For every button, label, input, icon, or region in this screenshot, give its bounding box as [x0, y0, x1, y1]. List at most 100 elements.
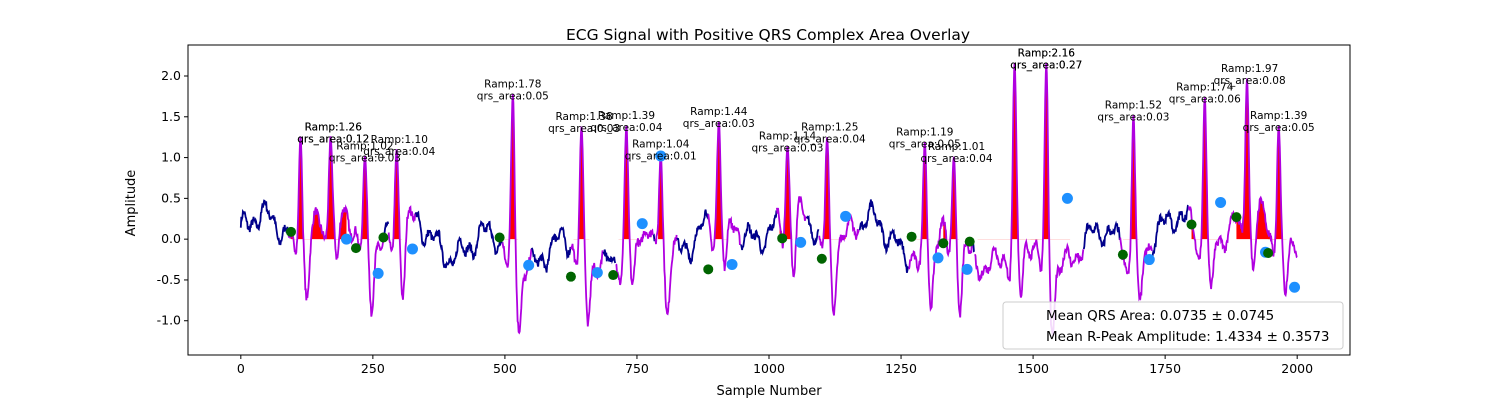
ecg-signal-line — [652, 233, 656, 242]
peak-annotation: Ramp:1.39 qrs_area:0.04 — [590, 110, 662, 134]
x-tick-label: 750 — [625, 361, 649, 376]
annotation-qrs-area: qrs_area:0.03 — [548, 123, 620, 135]
s-point-marker — [565, 271, 576, 282]
s-point-marker — [703, 264, 714, 275]
annotation-qrs-area: qrs_area:0.03 — [1097, 112, 1169, 124]
annotation-qrs-area: qrs_area:0.01 — [625, 151, 697, 163]
s-point-marker — [378, 232, 389, 243]
peak-annotation: Ramp:2.16 qrs_area:0.27 — [1010, 47, 1082, 71]
s-point-marker — [1231, 212, 1242, 223]
peak-annotation: Ramp:1.52 qrs_area:0.03 — [1097, 100, 1169, 124]
s-point-marker — [1117, 249, 1128, 260]
annotation-ramp: Ramp:2.16 — [1018, 47, 1076, 59]
x-tick-label: 1250 — [885, 361, 917, 376]
s-point-marker — [285, 226, 296, 237]
annotation-ramp: Ramp:1.02 — [336, 140, 393, 152]
qrs-segment-line — [501, 93, 533, 335]
ecg-signal-line — [383, 221, 390, 238]
peak-annotation: Ramp:1.25 qrs_area:0.04 — [794, 122, 866, 146]
annotation-ramp: Ramp:1.74 — [1176, 82, 1234, 94]
annotation-qrs-area: qrs_area:0.08 — [1214, 75, 1286, 87]
q-point-marker — [1143, 254, 1155, 266]
annotation-qrs-area: qrs_area:0.04 — [920, 153, 992, 165]
s-point-marker — [494, 232, 505, 243]
qrs-segment-line — [615, 125, 654, 286]
q-point-marker — [1215, 196, 1227, 208]
marker-layer — [285, 150, 1301, 293]
s-point-marker — [816, 253, 827, 264]
annotation-qrs-area: qrs_area:0.05 — [889, 138, 961, 150]
q-point-marker — [932, 252, 944, 264]
ecg-signal-line — [414, 210, 503, 269]
legend-box — [1002, 301, 1344, 350]
q-point-marker — [1289, 281, 1301, 293]
x-axis-label: Sample Number — [716, 384, 822, 399]
annotation-qrs-area: qrs_area:0.04 — [590, 122, 662, 134]
annotation-ramp: Ramp:1.26 — [305, 122, 363, 134]
qrs-segment-line — [654, 154, 678, 316]
qrs-segment-line — [1119, 115, 1153, 302]
annotation-qrs-area: qrs_area:0.12 — [297, 134, 369, 146]
peak-annotation: Ramp:1.14 qrs_area:0.03 — [751, 131, 823, 155]
annotation-ramp: Ramp:1.78 — [484, 78, 541, 90]
annotation-qrs-area: qrs_area:0.05 — [477, 90, 549, 102]
x-tick-label: 2000 — [1281, 361, 1313, 376]
q-point-marker — [655, 150, 667, 162]
annotation-qrs-area: qrs_area:0.03 — [683, 118, 755, 130]
ecg-signal-line — [602, 249, 617, 265]
annotation-qrs-area: qrs_area:0.04 — [363, 146, 435, 158]
y-tick-label: 2.0 — [161, 68, 181, 83]
annotation-qrs-area: qrs_area:0.03 — [329, 152, 401, 164]
annotation-ramp: Ramp:1.14 — [759, 131, 817, 143]
y-tick-label: -1.0 — [157, 313, 181, 328]
legend-entry-mean-qrs-area: Mean QRS Area: 0.0735 ± 0.0745 — [1046, 308, 1274, 324]
chart-title: ECG Signal with Positive QRS Complex Are… — [566, 26, 970, 44]
annotation-ramp: Ramp:1.01 — [928, 141, 985, 153]
peak-annotation: Ramp:1.02 qrs_area:0.03 — [329, 140, 401, 164]
peak-annotation: Ramp:1.44 qrs_area:0.03 — [683, 106, 755, 130]
ecg-signal-line — [805, 214, 820, 246]
y-tick-label: 1.0 — [161, 150, 181, 165]
annotation-qrs-area: qrs_area:0.05 — [1243, 122, 1315, 134]
peak-annotation: Ramp:1.26 qrs_area:0.12 — [297, 122, 369, 146]
q-point-marker — [340, 233, 352, 245]
annotation-qrs-area: qrs_area:0.27 — [1010, 59, 1082, 71]
qrs-area — [573, 126, 590, 240]
ecg-signal-line — [740, 210, 778, 257]
annotation-ramp: Ramp:1.10 — [371, 134, 428, 146]
q-point-marker — [726, 258, 738, 270]
qrs-segment-line — [818, 137, 860, 316]
q-point-marker — [795, 236, 807, 248]
annotation-ramp: Ramp:1.39 — [1250, 110, 1307, 122]
annotation-qrs-area: qrs_area:0.06 — [1169, 94, 1241, 106]
q-point-marker — [406, 243, 418, 255]
q-point-marker — [840, 210, 852, 222]
annotation-ramp: Ramp:1.97 — [1221, 63, 1278, 75]
peak-annotation: Ramp:1.01 qrs_area:0.04 — [920, 141, 992, 165]
y-axis: -1.0 -0.5 0.0 0.5 1.0 1.5 2.0 — [157, 68, 188, 328]
x-tick-label: 250 — [361, 361, 385, 376]
y-tick-label: 0.0 — [161, 231, 181, 246]
peak-annotation: Ramp:2.16 qrs_area:0.27 — [1010, 47, 1082, 71]
ecg-signal-line — [239, 199, 289, 246]
annotation-qrs-area: qrs_area:0.27 — [1010, 59, 1082, 71]
peak-annotation: Ramp:1.39 qrs_area:0.05 — [1243, 110, 1315, 134]
annotation-qrs-area: qrs_area:0.12 — [297, 134, 369, 146]
peak-annotation: Ramp:1.38 qrs_area:0.03 — [548, 111, 620, 135]
x-axis: 0 250 500 750 1000 1250 1500 1750 2000 — [237, 355, 1313, 376]
peak-annotation: Ramp:1.97 qrs_area:0.08 — [1214, 63, 1286, 87]
ecg-signal-line — [676, 209, 709, 265]
peak-annotation: Ramp:1.26 qrs_area:0.12 — [297, 122, 369, 146]
annotation-ramp: Ramp:1.04 — [632, 139, 690, 151]
s-point-marker — [1263, 248, 1274, 259]
annotation-ramp: Ramp:1.26 — [305, 122, 363, 134]
ecg-signal-line — [858, 199, 909, 273]
y-tick-label: -0.5 — [157, 272, 181, 287]
s-point-marker — [938, 238, 949, 249]
s-point-marker — [350, 243, 361, 254]
qrs-segment-line — [287, 136, 385, 317]
annotation-qrs-area: qrs_area:0.03 — [751, 143, 823, 155]
y-tick-label: 0.5 — [161, 190, 181, 205]
qrs-segment-line — [707, 121, 741, 272]
